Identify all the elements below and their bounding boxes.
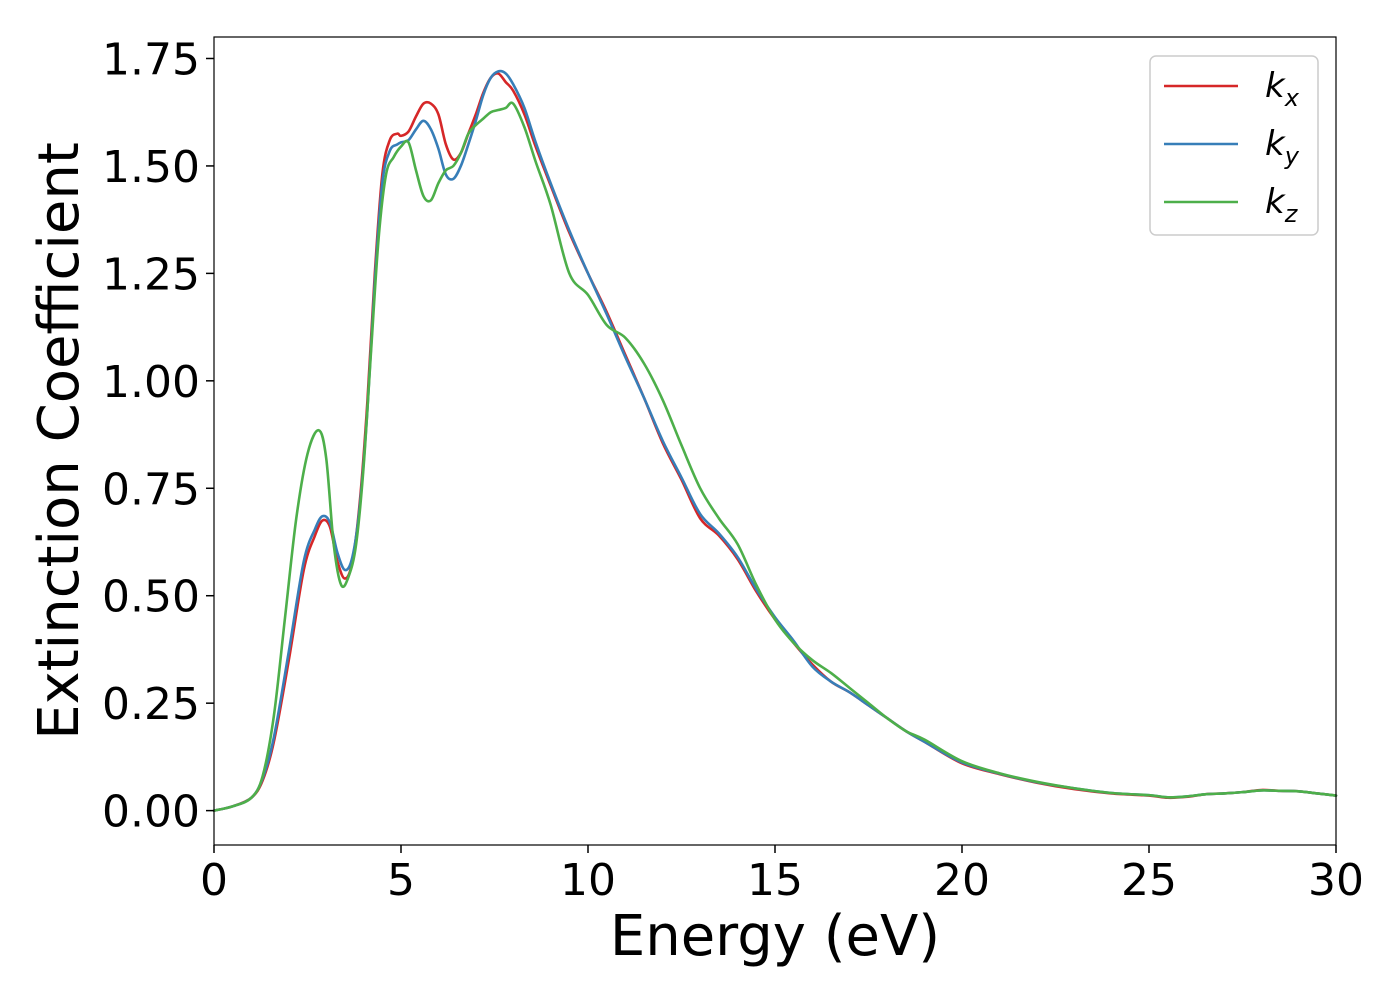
series-line-z [212, 101, 1338, 812]
x-tick-label: 30 [1308, 855, 1364, 906]
legend-label-subscript: z [1284, 200, 1299, 228]
legend-label-subscript: y [1284, 142, 1300, 170]
y-axis-label: Extinction Coefficient [27, 142, 92, 740]
y-tick-label: 0.25 [102, 679, 200, 730]
x-axis-ticks: 0 5 10 15 20 25 30 [200, 845, 1364, 906]
x-tick-label: 5 [387, 855, 415, 906]
legend-label-base: k [1265, 124, 1286, 164]
x-tick-label: 25 [1121, 855, 1177, 906]
legend-label-y: ky [1265, 124, 1300, 170]
y-tick-label: 1.50 [102, 142, 200, 193]
plot-area [214, 37, 1336, 845]
y-tick-label: 1.75 [102, 34, 200, 85]
legend-label-z: kz [1265, 182, 1299, 228]
y-tick-label: 1.00 [102, 357, 200, 408]
y-tick-label: 0.75 [102, 464, 200, 515]
x-tick-label: 15 [747, 855, 803, 906]
y-axis-ticks: 0.00 0.25 0.50 0.75 1.00 1.25 1.50 1.75 [102, 34, 214, 838]
legend-label-base: k [1265, 182, 1286, 222]
y-tick-label: 1.25 [102, 249, 200, 300]
legend-box [1149, 55, 1319, 236]
x-axis-label: Energy (eV) [610, 904, 940, 969]
legend-label-x: kx [1265, 66, 1300, 112]
x-tick-label: 0 [200, 855, 228, 906]
legend-label-base: k [1265, 66, 1286, 106]
legend-label-subscript: x [1284, 84, 1300, 112]
series-layer [212, 69, 1338, 812]
y-tick-label: 0.00 [102, 787, 200, 838]
x-tick-label: 10 [560, 855, 616, 906]
y-tick-label: 0.50 [102, 572, 200, 623]
x-tick-label: 20 [934, 855, 990, 906]
